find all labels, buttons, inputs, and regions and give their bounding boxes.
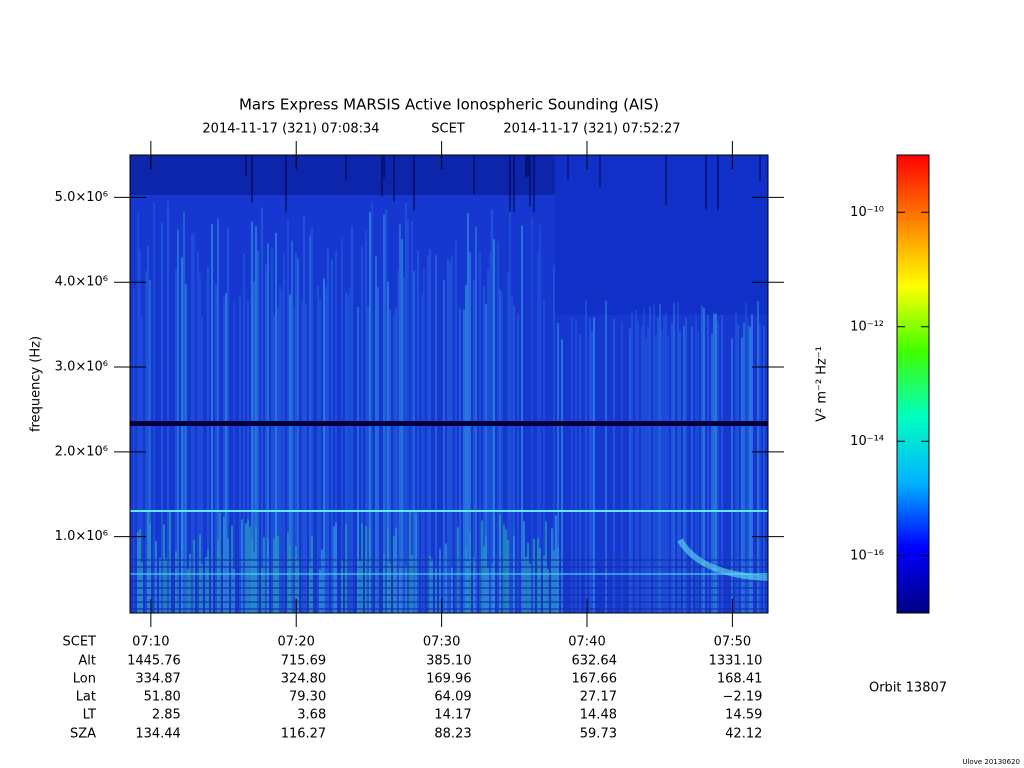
- start-time: 2014-11-17 (321) 07:08:34: [202, 122, 379, 137]
- dark-band: [130, 421, 768, 426]
- ephemeris-value: 64.09: [434, 690, 471, 705]
- chart-title: Mars Express MARSIS Active Ionospheric S…: [239, 96, 659, 114]
- x-tick-label: 07:30: [423, 635, 460, 650]
- ephemeris-value: 14.17: [434, 708, 471, 723]
- end-time: 2014-11-17 (321) 07:52:27: [503, 122, 680, 137]
- y-tick-label: 2.0×10⁶: [55, 444, 108, 459]
- time-system: SCET: [431, 122, 465, 137]
- ephemeris-label: SZA: [70, 727, 96, 742]
- ephemeris-value: 116.27: [281, 727, 327, 742]
- footer: Ulove 20130620: [962, 758, 1020, 766]
- colorbar-tick-label: 10⁻¹⁴: [850, 434, 884, 449]
- ephemeris-value: 334.87: [135, 672, 181, 687]
- ephemeris-label: LT: [83, 708, 96, 723]
- ephemeris-value: 27.17: [580, 690, 617, 705]
- ephemeris-value: −2.19: [723, 690, 763, 705]
- ephemeris-value: 42.12: [725, 727, 762, 742]
- ephemeris-value: 3.68: [297, 708, 326, 723]
- ephemeris-value: 168.41: [717, 672, 763, 687]
- colorbar: [896, 154, 930, 614]
- spectrogram: [130, 155, 768, 613]
- ephemeris-label: Lat: [76, 690, 96, 705]
- ephemeris-value: 324.80: [281, 672, 327, 687]
- y-axis-label: frequency (Hz): [29, 336, 44, 432]
- y-tick-label: 4.0×10⁶: [55, 275, 108, 290]
- ephemeris-value: 14.48: [580, 708, 617, 723]
- upper-region: [555, 155, 768, 315]
- ephemeris-value: 79.30: [289, 690, 326, 705]
- y-tick-label: 1.0×10⁶: [55, 529, 108, 544]
- ephemeris-value: 169.96: [426, 672, 472, 687]
- x-tick-label: 07:50: [714, 635, 751, 650]
- colorbar-label: V² m⁻² Hz⁻¹: [815, 346, 830, 422]
- x-axis-label: SCET: [63, 635, 97, 650]
- ephemeris-value: 14.59: [725, 708, 762, 723]
- ephemeris-value: 167.66: [571, 672, 617, 687]
- ephemeris-value: 1331.10: [709, 654, 763, 669]
- ephemeris-label: Alt: [78, 654, 96, 669]
- ephemeris-label: Lon: [73, 672, 96, 687]
- ephemeris-value: 632.64: [571, 654, 617, 669]
- x-tick-label: 07:20: [277, 635, 314, 650]
- ephemeris-value: 1445.76: [127, 654, 181, 669]
- plot-frame: [129, 154, 769, 614]
- ephemeris-value: 51.80: [144, 690, 181, 705]
- trace: [677, 538, 768, 581]
- ephemeris-value: 385.10: [426, 654, 472, 669]
- orbit-label: Orbit 13807: [869, 681, 947, 696]
- ephemeris-value: 59.73: [580, 727, 617, 742]
- colorbar-tick-label: 10⁻¹⁶: [850, 548, 884, 563]
- ephemeris-value: 134.44: [135, 727, 181, 742]
- ephemeris-value: 88.23: [434, 727, 471, 742]
- ephemeris-value: 2.85: [152, 708, 181, 723]
- x-tick-label: 07:10: [132, 635, 169, 650]
- colorbar-tick-label: 10⁻¹²: [850, 319, 884, 334]
- y-tick-label: 3.0×10⁶: [55, 360, 108, 375]
- y-tick-label: 5.0×10⁶: [55, 190, 108, 205]
- ephemeris-value: 715.69: [281, 654, 327, 669]
- x-tick-label: 07:40: [568, 635, 605, 650]
- colorbar-tick-label: 10⁻¹⁰: [850, 205, 884, 220]
